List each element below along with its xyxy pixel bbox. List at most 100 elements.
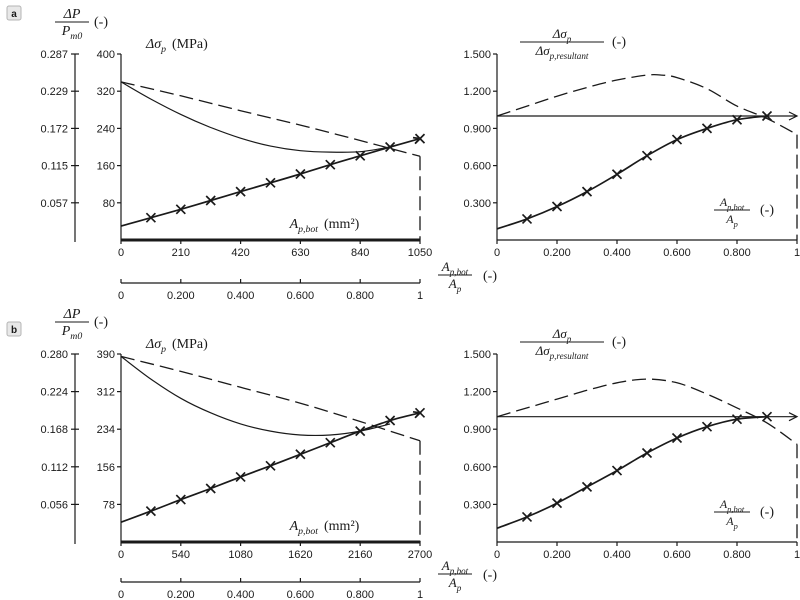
dp-axis-title-denominator: Pm0 bbox=[61, 324, 83, 342]
panel-badge-label: b bbox=[11, 325, 17, 336]
left-cross-marker bbox=[295, 168, 306, 180]
right-cross-marker bbox=[611, 465, 623, 476]
x-tick-label: 0 bbox=[118, 247, 124, 259]
left-series-solid-line bbox=[120, 81, 391, 153]
x-tick-label: 1080 bbox=[228, 549, 252, 561]
x-tick-label: 420 bbox=[231, 247, 249, 259]
x2-tick-label: 0 bbox=[118, 589, 124, 600]
left-series-solid-line bbox=[120, 355, 391, 437]
x-tick-label: 1620 bbox=[288, 549, 312, 561]
y-axis-title: Δσp bbox=[145, 337, 166, 355]
dp-axis-title: ΔP Pm0 bbox=[55, 307, 89, 342]
left-series-dashed-line bbox=[120, 81, 421, 157]
x2-tick-label: 0.200 bbox=[167, 290, 195, 302]
right-y-axis-unit: (-) bbox=[612, 35, 626, 50]
right-chart: 0.300 0.600 0.900 1.200 1.500 0 0.200 0.400 0.60… bbox=[463, 326, 800, 561]
x-axis-title: Ap,bot bbox=[289, 519, 319, 537]
dp-axis-unit: (-) bbox=[94, 15, 108, 30]
left-cross-marker bbox=[384, 141, 396, 153]
x2-tick-label: 0.800 bbox=[346, 589, 374, 600]
right-y-tick-label: 0.600 bbox=[463, 161, 491, 173]
y-tick-label: 390 bbox=[97, 349, 115, 361]
x2-tick-label: 0.600 bbox=[287, 290, 315, 302]
x2-tick-label: 0 bbox=[118, 290, 124, 302]
x-tick-label: 1050 bbox=[408, 247, 432, 259]
x-tick-label: 2160 bbox=[348, 549, 372, 561]
right-series-crosses-line bbox=[496, 415, 768, 529]
left-cross-marker bbox=[384, 415, 396, 426]
left-cross-marker bbox=[235, 471, 246, 483]
x2-axis-title-denominator: Ap bbox=[448, 575, 462, 593]
right-cross-marker bbox=[731, 114, 743, 125]
panel-badge-label: a bbox=[11, 9, 17, 20]
right-x-tick-label: 0.200 bbox=[543, 549, 571, 561]
y-tick-label: 160 bbox=[97, 161, 115, 173]
dp-tick-label: 0.115 bbox=[41, 161, 68, 173]
left-cross-marker bbox=[265, 460, 276, 471]
x2-axis-unit: (-) bbox=[483, 269, 497, 284]
dp-axis-title: ΔP Pm0 bbox=[55, 7, 89, 42]
panel-badge-a: a bbox=[6, 5, 22, 21]
dp-axis-title-denominator: Pm0 bbox=[61, 24, 83, 42]
right-y-tick-label: 0.300 bbox=[463, 198, 491, 210]
right-x-tick-label: 0 bbox=[494, 549, 500, 561]
left-cross-marker bbox=[175, 204, 186, 215]
left-cross-marker bbox=[355, 426, 366, 437]
right-series-crosses-line bbox=[496, 115, 768, 230]
dp-tick-label: 0.287 bbox=[40, 49, 68, 61]
right-y-axis-title-numerator: Δσp bbox=[552, 26, 572, 44]
right-y-tick-label: 0.300 bbox=[463, 499, 491, 511]
right-x-tick-label: 0.400 bbox=[603, 549, 631, 561]
dp-tick-label: 0.172 bbox=[40, 123, 68, 135]
y-tick-label: 320 bbox=[97, 86, 115, 98]
y-tick-label: 156 bbox=[97, 462, 115, 474]
x2-tick-label: 1 bbox=[417, 589, 423, 600]
left-cross-marker bbox=[235, 186, 246, 197]
dp-axis-title-numerator: ΔP bbox=[63, 7, 81, 22]
dp-tick-label: 0.057 bbox=[40, 198, 68, 210]
panel-badge-box bbox=[6, 321, 22, 337]
right-x-tick-label: 1 bbox=[794, 549, 800, 561]
dp-tick-label: 0.056 bbox=[40, 499, 68, 511]
right-x-tick-label: 0.800 bbox=[723, 247, 751, 259]
right-cross-marker bbox=[761, 411, 773, 422]
right-arrow-head bbox=[788, 111, 799, 121]
right-y-tick-label: 1.500 bbox=[463, 49, 491, 61]
right-cross-marker bbox=[701, 421, 713, 432]
right-y-tick-label: 0.600 bbox=[463, 462, 491, 474]
panel-b: b 78 156 234 312 390 0.056 0.112 0.168 0.224 0.280… bbox=[6, 307, 800, 600]
right-y-tick-label: 0.900 bbox=[463, 123, 491, 135]
x-tick-label: 2700 bbox=[408, 549, 432, 561]
dp-tick-label: 0.224 bbox=[40, 387, 68, 399]
left-series-crosses-line bbox=[120, 411, 421, 523]
right-cross-marker bbox=[761, 110, 773, 122]
y-tick-label: 78 bbox=[103, 499, 115, 511]
x-tick-label: 630 bbox=[291, 247, 309, 259]
x2-axis-unit: (-) bbox=[483, 568, 497, 583]
left-cross-marker bbox=[205, 195, 216, 206]
right-cross-marker bbox=[671, 432, 683, 444]
right-y-tick-label: 1.200 bbox=[463, 86, 491, 98]
x2-axis-title-denominator: Ap bbox=[448, 276, 462, 294]
right-cross-marker bbox=[731, 414, 743, 425]
dp-tick-label: 0.229 bbox=[40, 86, 68, 98]
panel-badge-b: b bbox=[6, 321, 22, 337]
right-cross-marker bbox=[521, 511, 533, 523]
left-series-dashed-line bbox=[120, 355, 421, 442]
panel-badge-box bbox=[6, 5, 22, 21]
right-x-tick-label: 0.800 bbox=[723, 549, 751, 561]
right-y-axis-unit: (-) bbox=[612, 335, 626, 350]
y-tick-label: 400 bbox=[97, 49, 115, 61]
right-arrow-head bbox=[788, 412, 799, 422]
right-cross-marker bbox=[581, 481, 593, 492]
right-cross-marker bbox=[581, 186, 593, 197]
right-y-axis-title-numerator: Δσp bbox=[552, 326, 572, 344]
y-axis-unit: (MPa) bbox=[172, 37, 208, 52]
right-x-axis-title-numerator: Ap,bot bbox=[719, 195, 745, 212]
x2-axis-title-numerator: Ap,bot bbox=[441, 558, 469, 576]
right-cross-marker bbox=[641, 150, 653, 161]
